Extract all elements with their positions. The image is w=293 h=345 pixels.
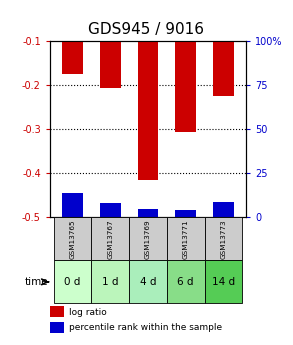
Bar bbox=[205, 217, 242, 260]
Text: GDS945 / 9016: GDS945 / 9016 bbox=[88, 22, 205, 37]
Bar bbox=[62, 193, 83, 217]
Text: GSM13773: GSM13773 bbox=[220, 219, 226, 259]
Text: GSM13767: GSM13767 bbox=[107, 219, 113, 259]
Bar bbox=[91, 217, 129, 260]
Bar bbox=[62, 41, 83, 75]
Bar bbox=[50, 306, 64, 317]
Bar bbox=[175, 41, 196, 131]
Bar bbox=[138, 208, 158, 217]
Bar bbox=[100, 203, 121, 217]
Text: percentile rank within the sample: percentile rank within the sample bbox=[69, 323, 223, 332]
Bar bbox=[50, 322, 64, 333]
Bar bbox=[129, 217, 167, 260]
Text: GSM13771: GSM13771 bbox=[183, 219, 189, 259]
Text: 4 d: 4 d bbox=[140, 277, 156, 287]
Bar bbox=[91, 260, 129, 303]
Text: 6 d: 6 d bbox=[178, 277, 194, 287]
Bar bbox=[100, 41, 121, 88]
Text: log ratio: log ratio bbox=[69, 308, 107, 317]
Text: time: time bbox=[24, 277, 48, 287]
Bar bbox=[205, 260, 242, 303]
Bar bbox=[54, 260, 91, 303]
Text: 0 d: 0 d bbox=[64, 277, 81, 287]
Text: GSM13769: GSM13769 bbox=[145, 219, 151, 259]
Bar bbox=[175, 210, 196, 217]
Bar bbox=[213, 201, 234, 217]
Text: 1 d: 1 d bbox=[102, 277, 118, 287]
Bar bbox=[167, 217, 205, 260]
Text: 14 d: 14 d bbox=[212, 277, 235, 287]
Bar bbox=[167, 260, 205, 303]
Bar bbox=[138, 41, 158, 180]
Bar bbox=[213, 41, 234, 96]
Text: GSM13765: GSM13765 bbox=[69, 219, 76, 259]
Bar bbox=[54, 217, 91, 260]
Bar bbox=[129, 260, 167, 303]
